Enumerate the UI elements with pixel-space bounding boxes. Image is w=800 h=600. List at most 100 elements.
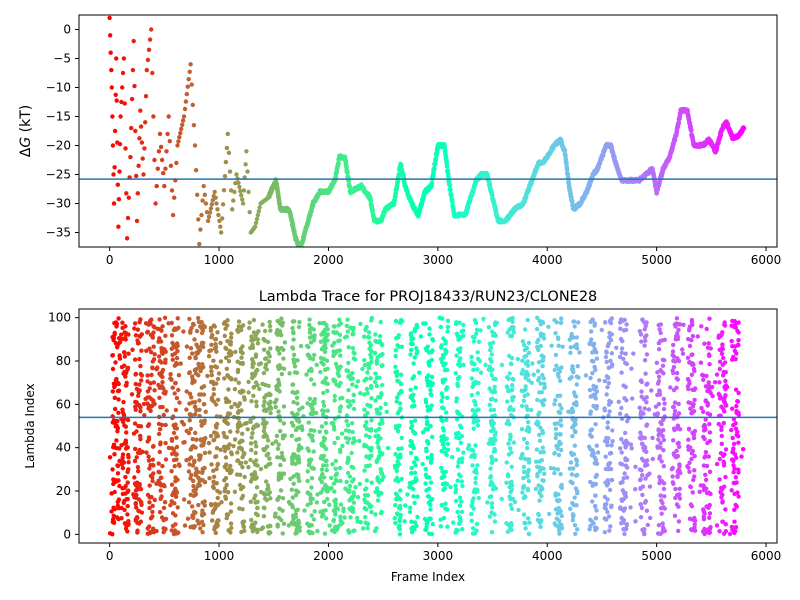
data-point	[590, 350, 595, 355]
data-point	[265, 350, 271, 355]
data-point	[188, 346, 194, 351]
data-point	[676, 528, 681, 534]
data-point	[169, 499, 174, 504]
data-point	[267, 323, 273, 329]
data-point	[703, 477, 709, 483]
data-point	[661, 406, 667, 412]
data-point	[621, 518, 627, 523]
data-point	[428, 507, 433, 512]
data-point	[526, 531, 532, 537]
data-point	[393, 348, 398, 353]
data-point	[206, 214, 212, 219]
data-point	[251, 317, 257, 323]
data-point	[171, 430, 177, 436]
data-point	[173, 380, 178, 386]
data-point	[691, 435, 697, 441]
data-point	[358, 321, 363, 327]
data-point	[195, 192, 200, 197]
data-point	[622, 506, 628, 511]
data-point	[211, 386, 216, 392]
data-point	[553, 331, 558, 336]
data-point	[290, 319, 296, 324]
data-point	[718, 132, 724, 138]
data-point	[488, 348, 493, 353]
data-point	[375, 489, 381, 495]
data-point	[439, 391, 444, 396]
data-point	[536, 337, 541, 342]
data-point	[526, 373, 531, 378]
data-point	[176, 387, 181, 393]
data-point	[672, 408, 678, 414]
data-point	[608, 337, 614, 343]
data-point	[120, 70, 126, 76]
data-point	[710, 393, 715, 399]
data-point	[370, 208, 376, 214]
data-point	[592, 364, 597, 370]
data-point	[211, 468, 216, 473]
data-point	[718, 490, 723, 495]
data-point	[640, 473, 645, 478]
data-point	[494, 320, 499, 326]
data-point	[524, 440, 530, 446]
data-point	[207, 210, 213, 215]
x-tick-label: 2000	[313, 253, 344, 267]
data-point	[493, 398, 498, 403]
data-point	[603, 454, 608, 459]
data-point	[430, 434, 435, 440]
data-point	[445, 324, 451, 330]
data-point	[189, 504, 195, 509]
data-point	[690, 430, 695, 436]
data-point	[430, 521, 435, 527]
data-point	[111, 201, 117, 206]
data-point	[184, 344, 190, 349]
data-point	[294, 370, 300, 375]
data-point	[351, 500, 356, 505]
data-point	[180, 122, 185, 128]
data-point	[460, 527, 465, 532]
data-point	[709, 384, 715, 390]
data-point	[196, 217, 201, 222]
data-point	[261, 514, 267, 519]
data-point	[223, 396, 229, 401]
data-point	[155, 326, 160, 331]
data-point	[469, 360, 474, 365]
data-point	[573, 531, 578, 536]
data-point	[297, 319, 302, 325]
data-point	[568, 506, 573, 511]
data-point	[407, 509, 413, 515]
data-point	[656, 347, 662, 352]
data-point	[239, 355, 244, 360]
data-point	[223, 494, 228, 499]
data-point	[430, 338, 436, 343]
data-point	[714, 523, 720, 528]
data-point	[608, 320, 614, 326]
data-point	[408, 341, 414, 346]
data-point	[619, 346, 625, 351]
data-point	[428, 460, 434, 465]
data-point	[719, 424, 724, 430]
data-point	[570, 518, 576, 523]
data-point	[687, 379, 692, 384]
y-tick-label: −15	[46, 110, 71, 124]
data-point	[113, 92, 118, 98]
data-point	[190, 463, 196, 468]
data-point	[606, 380, 612, 386]
data-point	[659, 459, 664, 464]
data-point	[662, 401, 667, 406]
data-point	[237, 420, 242, 425]
data-point	[129, 96, 135, 102]
data-point	[241, 524, 246, 529]
data-point	[425, 455, 430, 460]
data-point	[608, 466, 614, 472]
data-point	[136, 423, 141, 429]
data-point	[183, 99, 189, 104]
data-point	[605, 509, 610, 515]
data-point	[187, 391, 193, 396]
data-point	[439, 343, 444, 348]
data-point	[572, 390, 577, 395]
data-point	[719, 404, 724, 409]
data-point	[200, 512, 205, 517]
data-point	[717, 529, 722, 534]
data-point	[190, 351, 195, 356]
data-point	[345, 317, 350, 322]
